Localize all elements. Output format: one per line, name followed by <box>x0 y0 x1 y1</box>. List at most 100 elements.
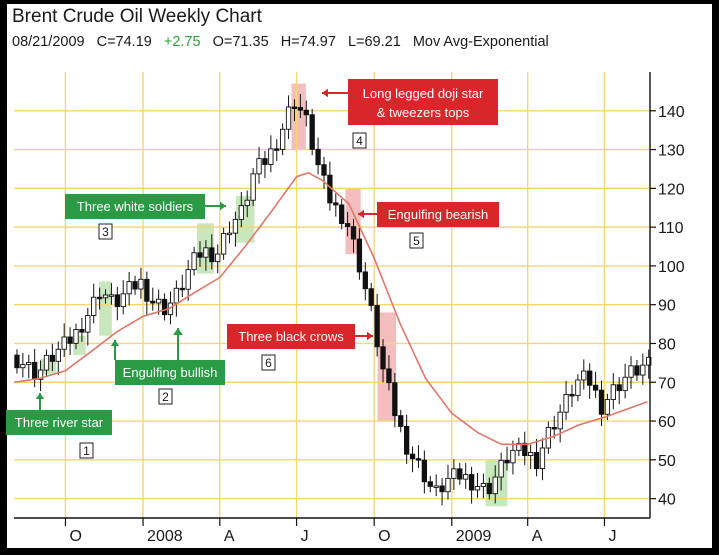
candle-up <box>244 199 250 207</box>
candle-down <box>598 389 605 415</box>
annotation-number-5: 5 <box>413 234 420 248</box>
candle-up <box>646 356 652 366</box>
annotation-text-6: Three black crows <box>238 329 344 344</box>
candle-up <box>498 459 504 478</box>
x-tick-label-1: O <box>69 528 81 545</box>
candle-down <box>315 148 321 166</box>
candle-down <box>427 481 433 487</box>
candles <box>14 93 652 506</box>
candle-up <box>433 485 439 488</box>
annotation-box-3 <box>65 194 205 219</box>
candle-up <box>640 364 646 376</box>
x-tick-label-6: 2009 <box>456 528 492 545</box>
candle-down <box>161 298 168 316</box>
annotation-number-box-6 <box>261 354 276 371</box>
candle-down <box>409 453 416 460</box>
annotation-text2-4: & tweezers tops <box>377 105 470 120</box>
annotation-6: Three black crows 6 <box>227 324 373 371</box>
y-tick-label-70: 70 <box>658 375 676 392</box>
candle-down <box>144 278 150 302</box>
candle-down <box>291 106 298 109</box>
candle-down <box>197 252 203 258</box>
candle-down <box>380 346 386 370</box>
candle-down <box>374 305 380 348</box>
candle-up <box>575 379 581 396</box>
annotation-text-5: Engulfing bearish <box>388 207 488 222</box>
candle-down <box>398 415 404 427</box>
candle-down <box>368 288 374 306</box>
x-tick-label-5: O <box>378 528 390 545</box>
candle-up <box>203 247 209 258</box>
y-tick-label-60: 60 <box>658 414 676 431</box>
candle-down <box>569 393 575 397</box>
candle-up <box>108 294 115 297</box>
candle-up <box>474 486 481 491</box>
annotation-number-box-4 <box>352 132 367 149</box>
candle-down <box>344 223 351 228</box>
candle-down <box>634 365 640 376</box>
candle-up <box>557 411 563 430</box>
candle-up <box>516 442 522 451</box>
candle-down <box>114 294 120 308</box>
candle-up <box>43 354 50 371</box>
annotation-number-1: 1 <box>83 444 90 458</box>
highlight-bearish-6 <box>291 83 306 150</box>
candle-up <box>20 364 26 369</box>
y-tick-labels: 40 50 60 70 80 90 100 110 120 130 140 <box>650 104 685 509</box>
highlight-bearish-8 <box>377 312 397 422</box>
candle-up <box>510 449 516 464</box>
candle-down <box>356 238 363 273</box>
annotation-arrowhead-2 <box>110 340 120 346</box>
candle-up <box>61 336 67 350</box>
candle-down <box>362 271 368 290</box>
pattern-annotations: Three river star 1 Engulfing bullish 2 Three… <box>6 79 499 459</box>
candle-up <box>156 298 162 304</box>
quote-open: O=71.35 <box>212 34 269 50</box>
candle-up <box>280 128 286 150</box>
annotation-4: Long legged doji star & tweezers tops 4 <box>322 79 498 149</box>
candle-down <box>297 107 304 111</box>
annotation-number-box-1 <box>79 442 94 459</box>
candle-down <box>96 296 103 300</box>
candle-up <box>539 447 546 470</box>
annotation-number-box-5 <box>409 232 424 249</box>
candle-down <box>309 114 315 150</box>
candle-up <box>73 329 79 344</box>
y-tick-label-40: 40 <box>658 492 676 509</box>
candle-down <box>67 336 73 344</box>
candle-down <box>79 329 85 333</box>
y-tick-label-130: 130 <box>658 143 685 160</box>
candle-down <box>592 384 599 391</box>
candle-down <box>421 459 428 483</box>
y-tick-label-90: 90 <box>658 298 676 315</box>
candle-up <box>226 232 233 236</box>
annotation-number-box-2 <box>158 388 173 405</box>
annotation-number-box-3 <box>98 223 113 240</box>
candle-down <box>32 361 38 380</box>
annotation-arrowhead-4 <box>322 88 328 98</box>
candle-down <box>132 281 138 290</box>
highlight-bullish-3 <box>99 281 112 336</box>
candle-down <box>386 368 392 384</box>
candle-down <box>339 204 345 224</box>
annotation-arrowhead-5 <box>358 209 364 219</box>
candle-up <box>581 370 587 381</box>
annotation-number-2: 2 <box>162 390 169 404</box>
candle-down <box>262 158 268 165</box>
candle-up <box>120 293 126 308</box>
y-tick-label-110: 110 <box>658 220 684 237</box>
annotation-number-4: 4 <box>356 134 363 148</box>
quote-indicator: Mov Avg-Exponential <box>412 34 549 50</box>
candle-up <box>232 218 239 234</box>
quote-low: L=69.21 <box>347 34 401 50</box>
chart-title: Brent Crude Oil Weekly Chart <box>12 6 262 27</box>
quote-close: C=74.19 <box>96 34 152 50</box>
candle-down <box>486 482 492 495</box>
candle-down <box>403 425 410 455</box>
candle-down <box>468 474 475 491</box>
candle-up <box>268 148 274 165</box>
quote-line: 08/21/2009 C=74.19 +2.75 O=71.35 H=74.97… <box>12 34 557 50</box>
annotation-box-4 <box>348 79 498 125</box>
